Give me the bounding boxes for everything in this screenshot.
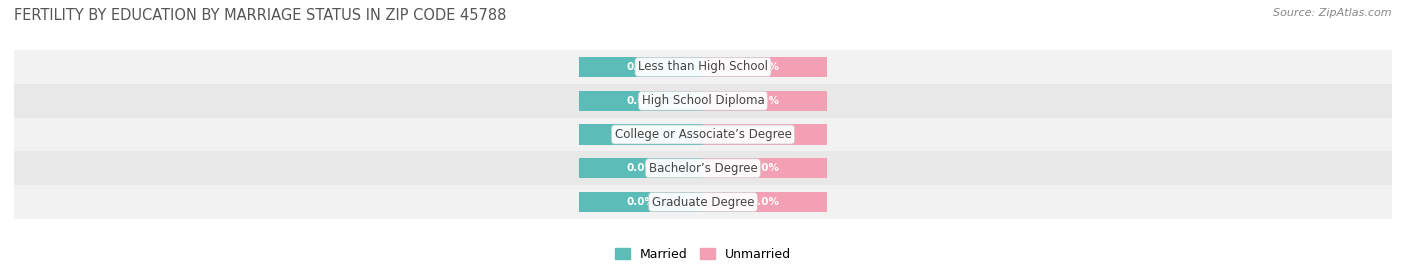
Text: 0.0%: 0.0% (751, 197, 779, 207)
Text: High School Diploma: High School Diploma (641, 94, 765, 107)
Text: 0.0%: 0.0% (627, 96, 655, 106)
Bar (14, 50, 1392, 84)
Text: FERTILITY BY EDUCATION BY MARRIAGE STATUS IN ZIP CODE 45788: FERTILITY BY EDUCATION BY MARRIAGE STATU… (14, 8, 506, 23)
Bar (703, 192, 827, 212)
Text: 0.0%: 0.0% (627, 62, 655, 72)
Bar (703, 124, 827, 145)
Text: Graduate Degree: Graduate Degree (652, 196, 754, 208)
Text: 0.0%: 0.0% (751, 129, 779, 140)
Text: 0.0%: 0.0% (627, 129, 655, 140)
Bar (579, 192, 703, 212)
Bar (579, 91, 703, 111)
Bar (703, 158, 827, 178)
Text: 0.0%: 0.0% (751, 163, 779, 173)
Bar (579, 124, 703, 145)
Bar (14, 185, 1392, 219)
Bar (579, 158, 703, 178)
Text: Bachelor’s Degree: Bachelor’s Degree (648, 162, 758, 175)
Bar (703, 57, 827, 77)
Text: 0.0%: 0.0% (627, 197, 655, 207)
Text: Source: ZipAtlas.com: Source: ZipAtlas.com (1274, 8, 1392, 18)
Bar (14, 151, 1392, 185)
Bar (14, 118, 1392, 151)
Bar (703, 91, 827, 111)
Text: 0.0%: 0.0% (751, 96, 779, 106)
Legend: Married, Unmarried: Married, Unmarried (610, 243, 796, 266)
Text: College or Associate’s Degree: College or Associate’s Degree (614, 128, 792, 141)
Bar (579, 57, 703, 77)
Text: 0.0%: 0.0% (751, 62, 779, 72)
Text: 0.0%: 0.0% (627, 163, 655, 173)
Text: Less than High School: Less than High School (638, 61, 768, 73)
Bar (14, 84, 1392, 118)
